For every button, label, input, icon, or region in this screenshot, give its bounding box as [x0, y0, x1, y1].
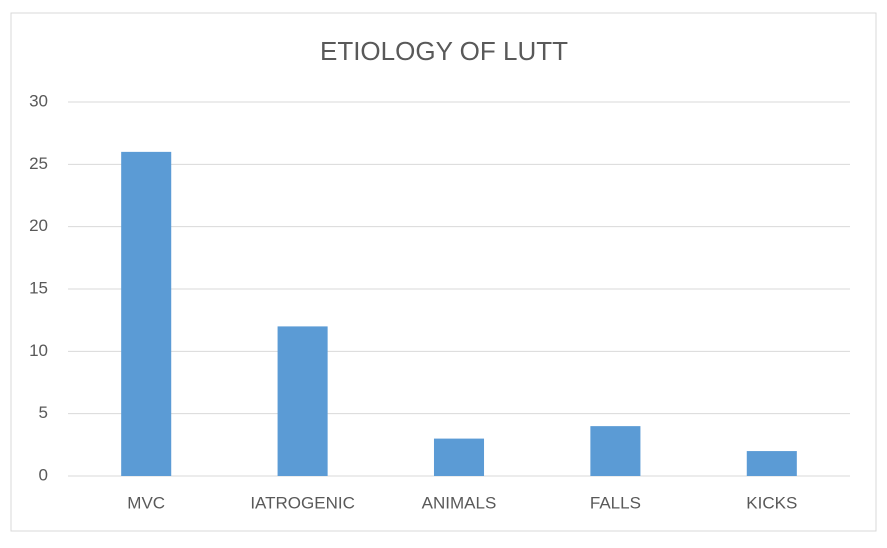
bar: [433, 438, 485, 476]
bar: [590, 426, 641, 476]
bar: [277, 326, 328, 476]
x-tick-label: KICKS: [746, 493, 797, 512]
x-tick-label: MVC: [127, 493, 165, 512]
y-tick-label: 5: [39, 403, 48, 422]
chart-title: ETIOLOGY OF LUTT: [320, 36, 568, 66]
y-tick-label: 0: [39, 465, 48, 484]
x-tick-label: IATROGENIC: [250, 493, 355, 512]
bar: [746, 451, 797, 476]
y-tick-label: 30: [29, 91, 48, 110]
y-tick-label: 15: [29, 278, 48, 297]
y-tick-label: 25: [29, 154, 48, 173]
bar: [121, 151, 172, 476]
x-tick-label: ANIMALS: [422, 493, 497, 512]
y-tick-label: 20: [29, 216, 48, 235]
y-tick-label: 10: [29, 341, 48, 360]
x-tick-label: FALLS: [590, 493, 641, 512]
